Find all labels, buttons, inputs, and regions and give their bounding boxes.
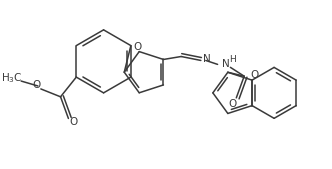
Text: O: O <box>33 80 41 90</box>
Text: N: N <box>221 59 229 69</box>
Text: H: H <box>229 55 236 64</box>
Text: N: N <box>203 54 210 64</box>
Text: O: O <box>250 70 258 80</box>
Text: O: O <box>133 42 141 52</box>
Text: O: O <box>69 117 77 127</box>
Text: O: O <box>228 99 236 109</box>
Text: H$_3$C: H$_3$C <box>1 71 22 85</box>
